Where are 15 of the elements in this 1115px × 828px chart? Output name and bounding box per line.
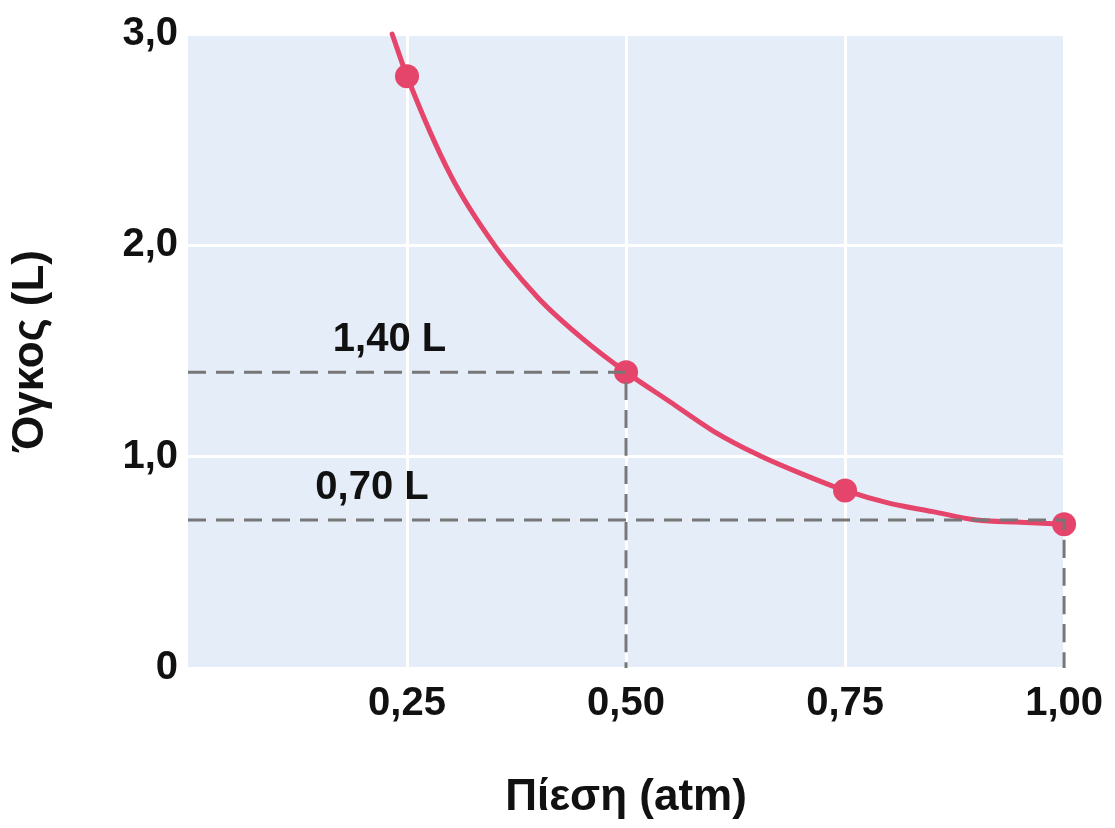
point [614, 360, 639, 385]
annotation: 0,70 L [315, 463, 429, 508]
x-tick-label: 0,75 [806, 679, 884, 724]
y-tick-label: 0 [155, 643, 178, 688]
y-tick-label: 1,0 [122, 431, 178, 476]
x-tick-label: 0,25 [368, 679, 446, 724]
x-axis-title: Πίεση (atm) [505, 769, 747, 819]
x-tick-label: 0,50 [587, 679, 665, 724]
point [833, 478, 858, 503]
y-axis-title: Όγκος (L) [2, 250, 52, 453]
point [395, 64, 420, 89]
y-tick-label: 2,0 [122, 220, 178, 265]
y-tick-label: 3,0 [122, 9, 178, 54]
x-tick-label: 1,00 [1025, 679, 1103, 724]
annotation: 1,40 L [332, 315, 447, 360]
